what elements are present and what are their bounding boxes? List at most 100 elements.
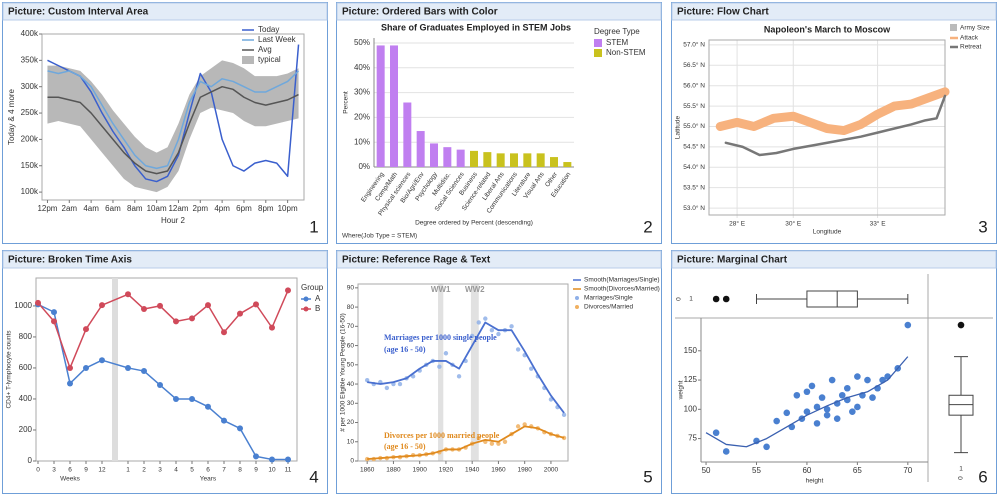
panel: Picture: Flow Chart 53.0° N 53.5° N 54.0° N…: [671, 2, 997, 244]
x-tick-label: 65: [853, 466, 862, 475]
point: [269, 324, 275, 331]
bar: [456, 149, 465, 167]
y-tick-label: 0%: [358, 162, 370, 171]
point: [849, 408, 856, 415]
point: [35, 299, 41, 306]
bar: [523, 153, 532, 167]
y-tick-label: 75: [688, 434, 697, 443]
bar: [430, 143, 438, 167]
y-tick-label: 125: [684, 375, 698, 384]
point: [443, 351, 449, 356]
panel-header: [671, 2, 997, 21]
reference-range: [438, 284, 444, 461]
panel-number: 4: [309, 467, 318, 486]
plot-frame: [35, 277, 298, 462]
x-tick-label: 10pm: [278, 204, 298, 213]
point: [773, 417, 780, 425]
point: [269, 456, 275, 463]
x-tick-label: 1960: [491, 467, 506, 474]
plot-frame: [41, 33, 305, 201]
point: [285, 287, 291, 294]
y-tick-label: 10: [347, 438, 355, 445]
box-label: 1: [959, 466, 963, 473]
x-axis-label: Hour 2: [161, 216, 186, 225]
x-tick-label: 1980: [517, 467, 532, 474]
x-tick-label: 1880: [386, 467, 401, 474]
panel-number: 1: [309, 217, 318, 236]
point: [125, 364, 131, 371]
x-tick-label: 12pm: [37, 204, 57, 213]
smooth-line: [367, 321, 565, 414]
x-tick-label: 8: [238, 467, 242, 474]
bar: [536, 153, 545, 167]
route: [724, 94, 947, 157]
legend-label: Avg: [258, 45, 272, 54]
y-tick-label: 56.0° N: [683, 81, 705, 89]
y-tick-label: 80: [347, 304, 355, 311]
point: [205, 302, 211, 309]
point: [189, 315, 195, 322]
x-tick-label: 2000: [544, 467, 559, 474]
annotation: (age 16 - 50): [384, 345, 426, 354]
point: [83, 364, 89, 371]
panel-header: [2, 2, 328, 21]
point: [83, 326, 89, 333]
y-tick-label: 55.5° N: [683, 102, 705, 110]
point: [838, 391, 846, 399]
x-tick-label: 2: [142, 467, 146, 474]
point: [496, 441, 501, 446]
panel: Picture: Custom Interval Area 100k 150k 200…: [2, 2, 328, 244]
y-tick-label: 60: [347, 342, 355, 349]
point: [783, 409, 791, 417]
bar: [550, 157, 558, 167]
point: [561, 412, 567, 418]
y-axis-label: Percent: [343, 91, 350, 114]
point: [384, 385, 390, 391]
y-tick-label: 10%: [354, 137, 370, 146]
point: [828, 376, 836, 384]
point: [813, 403, 821, 411]
bar: [510, 153, 518, 167]
x-tick-label: 3: [158, 467, 162, 474]
x-tick-label: 6pm: [236, 204, 252, 213]
x-tick-label: 6: [68, 467, 72, 474]
point: [157, 302, 163, 309]
point: [502, 439, 508, 444]
annotation: Divorces per 1000 married people: [384, 431, 500, 440]
point: [763, 443, 770, 451]
legend-label: Smooth(Marriages/Single): [584, 277, 660, 284]
bar: [470, 150, 478, 167]
x-axis-label: Degree ordered by Percent (descending): [415, 220, 533, 227]
x-tick-label: 2am: [62, 204, 78, 213]
panel-number: 2: [643, 217, 652, 236]
point: [173, 318, 179, 325]
point: [496, 331, 501, 337]
axis-break: [112, 278, 118, 461]
x-tick-label: 12am: [168, 204, 188, 213]
legend-title: Degree Type: [594, 27, 640, 36]
x-tick-label: 7: [222, 467, 226, 474]
x-tick-label: 3: [52, 467, 56, 474]
panel-number: 6: [978, 467, 987, 486]
point: [157, 382, 163, 389]
y-tick-label: 54.0° N: [683, 163, 705, 171]
route: [715, 87, 950, 136]
x-tick-label: 6: [206, 467, 210, 474]
point: [141, 306, 147, 313]
smooth-line: [367, 425, 565, 460]
legend-label: Army Size: [960, 25, 990, 32]
x-tick-label: 30° E: [785, 220, 802, 228]
panel-number: 5: [643, 467, 652, 486]
y-axis-label: Today & 4 more: [7, 88, 16, 145]
panel-title: Picture: Custom Interval Area: [8, 7, 149, 18]
x-tick-label: 60: [802, 466, 811, 475]
legend-label: B: [315, 304, 320, 313]
point: [808, 382, 816, 390]
bar: [376, 45, 385, 167]
y-axis-label: Latitude: [675, 116, 682, 140]
x-tick-label: 9: [84, 467, 88, 474]
y-tick-label: 90: [347, 285, 355, 292]
y-tick-label: 300k: [21, 82, 39, 91]
y-tick-label: 57.0° N: [683, 41, 705, 49]
